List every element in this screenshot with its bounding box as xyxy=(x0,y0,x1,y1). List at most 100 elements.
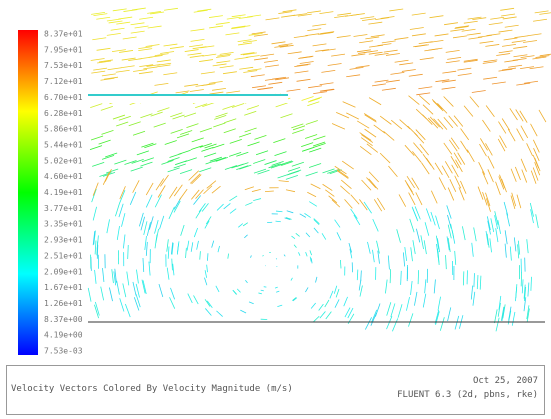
vector xyxy=(488,22,503,26)
vector xyxy=(497,220,501,234)
vector xyxy=(150,111,163,117)
colorbar-label: 5.86e+01 xyxy=(44,125,83,134)
vector xyxy=(160,174,169,187)
vector xyxy=(268,81,283,85)
vector xyxy=(238,132,252,138)
vector xyxy=(229,152,242,157)
vector xyxy=(260,289,264,292)
vector xyxy=(204,143,217,149)
vector xyxy=(510,168,517,182)
vector xyxy=(497,138,506,152)
vector xyxy=(232,290,238,295)
vector xyxy=(435,215,440,230)
vector xyxy=(426,157,435,170)
vector xyxy=(342,101,356,108)
vector xyxy=(178,149,191,155)
vector xyxy=(501,307,505,322)
vector xyxy=(192,46,207,50)
vector xyxy=(406,175,415,189)
vector xyxy=(331,199,341,208)
vector xyxy=(119,298,125,312)
vector xyxy=(163,43,178,47)
vector xyxy=(190,39,205,42)
vector xyxy=(199,167,212,173)
colorbar-label: 1.26e+01 xyxy=(44,299,83,308)
vector xyxy=(476,275,479,290)
vector xyxy=(447,224,452,239)
vector xyxy=(503,37,518,41)
vector xyxy=(264,64,279,68)
vector xyxy=(498,295,502,310)
caption-box: Velocity Vectors Colored By Velocity Mag… xyxy=(6,365,545,415)
vector xyxy=(309,256,312,262)
vector xyxy=(421,162,430,175)
vector xyxy=(191,189,200,200)
vector xyxy=(416,228,421,243)
vector xyxy=(463,58,478,62)
vector xyxy=(250,255,252,258)
vector xyxy=(299,61,314,64)
vector xyxy=(141,142,154,148)
vector xyxy=(275,77,290,81)
vector xyxy=(502,67,517,71)
vector xyxy=(189,55,204,58)
vector xyxy=(305,171,318,177)
vector xyxy=(322,168,335,174)
vector xyxy=(337,12,352,16)
vector xyxy=(448,139,458,152)
vector xyxy=(265,17,280,21)
vector xyxy=(237,39,252,42)
vector xyxy=(154,220,159,234)
vector xyxy=(212,143,225,149)
vector xyxy=(96,244,99,259)
vector xyxy=(340,185,351,195)
vector xyxy=(209,91,224,95)
vector xyxy=(366,143,379,153)
vector xyxy=(148,216,154,230)
vector xyxy=(410,280,413,295)
vector xyxy=(486,198,491,212)
vector xyxy=(533,18,547,22)
vector xyxy=(236,151,249,157)
vector xyxy=(222,71,237,75)
vector xyxy=(114,159,127,165)
vector xyxy=(195,189,204,199)
vector xyxy=(190,145,203,150)
vector xyxy=(451,164,459,178)
vector xyxy=(511,40,526,43)
vector xyxy=(90,103,103,108)
vector xyxy=(454,250,457,265)
vector xyxy=(167,246,170,259)
vector xyxy=(201,203,209,212)
vector xyxy=(457,73,472,76)
vector xyxy=(134,25,149,29)
vector xyxy=(205,216,212,225)
vector xyxy=(336,232,342,241)
vector xyxy=(511,192,517,207)
vector xyxy=(443,96,454,107)
vector xyxy=(307,101,320,107)
vector xyxy=(186,123,199,129)
vector xyxy=(321,48,336,52)
vector xyxy=(532,155,539,169)
vector xyxy=(145,241,148,256)
vector xyxy=(290,277,293,281)
vector xyxy=(375,303,381,317)
vector xyxy=(229,208,237,214)
vector xyxy=(130,166,143,172)
vector xyxy=(473,227,477,242)
vector xyxy=(313,219,320,226)
vector xyxy=(285,189,296,193)
colorbar-label: 2.09e+01 xyxy=(44,267,83,276)
vector xyxy=(400,270,402,285)
vector xyxy=(140,161,153,167)
vector xyxy=(310,258,313,264)
vector xyxy=(287,170,300,176)
vector xyxy=(299,55,314,59)
vector xyxy=(448,115,458,127)
vector xyxy=(431,99,443,110)
vector xyxy=(512,58,527,61)
vector xyxy=(394,59,409,63)
vector xyxy=(173,200,181,213)
vector xyxy=(144,143,157,149)
